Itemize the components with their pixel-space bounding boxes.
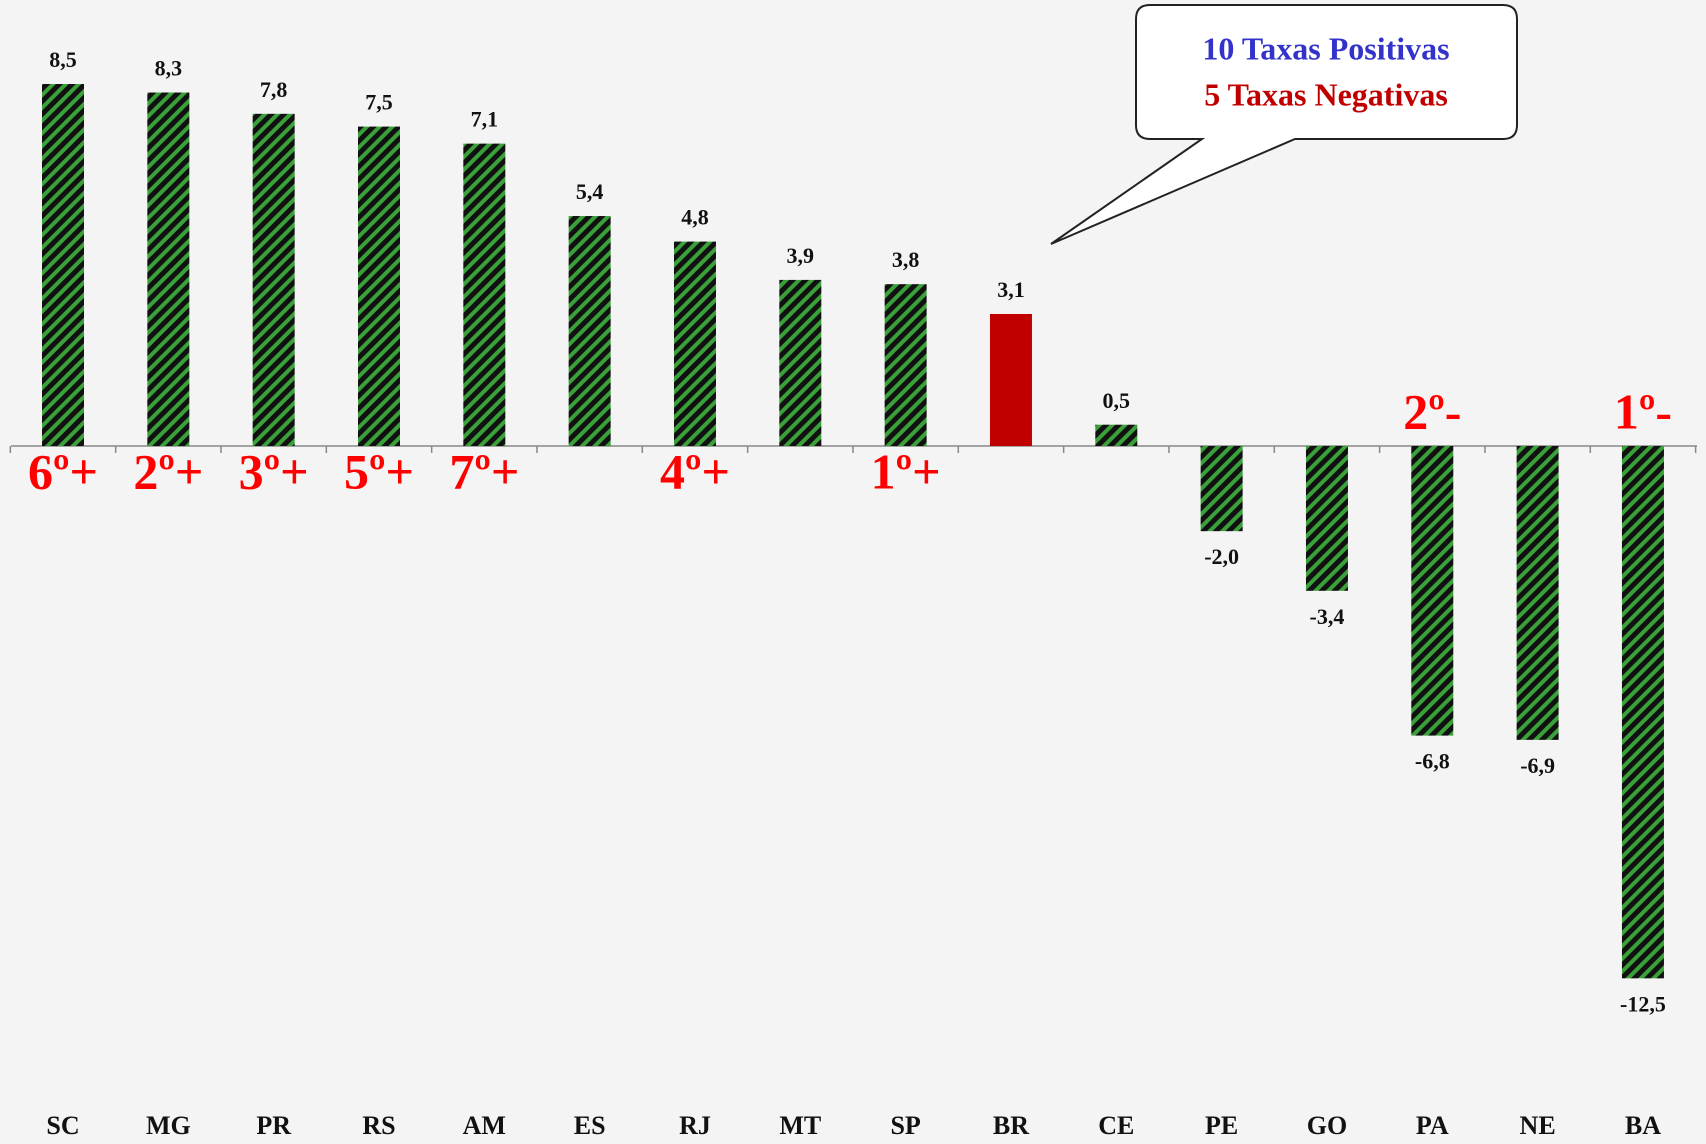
bar xyxy=(1200,446,1243,532)
bar xyxy=(147,92,190,447)
callout-text: 5 Taxas Negativas xyxy=(1204,76,1448,112)
bar xyxy=(673,241,716,446)
x-tick-label: PE xyxy=(1205,1111,1238,1140)
value-label: 8,3 xyxy=(155,56,183,81)
value-label: -6,9 xyxy=(1520,753,1555,778)
x-tick-label: RS xyxy=(362,1111,395,1140)
bar xyxy=(463,143,506,446)
bar xyxy=(1095,424,1138,446)
value-label: 7,8 xyxy=(260,77,288,102)
x-tick-label: MG xyxy=(146,1111,191,1140)
x-tick-label: PR xyxy=(256,1111,291,1140)
x-tick-label: RJ xyxy=(679,1111,711,1140)
value-label: 3,1 xyxy=(997,277,1025,302)
value-label: 0,5 xyxy=(1103,388,1131,413)
callout xyxy=(1050,4,1518,245)
rank-label: 1º+ xyxy=(871,443,941,499)
x-tick-label: GO xyxy=(1307,1111,1347,1140)
value-label: 8,5 xyxy=(49,47,77,72)
rank-label: 1º- xyxy=(1614,383,1672,439)
x-tick-label: NE xyxy=(1520,1111,1556,1140)
bar xyxy=(252,113,295,446)
x-tick-label: ES xyxy=(574,1111,606,1140)
callout-text: 10 Taxas Positivas xyxy=(1202,30,1449,66)
bar xyxy=(1305,446,1348,591)
rank-label: 2º- xyxy=(1403,383,1461,439)
rank-label: 3º+ xyxy=(239,443,309,499)
rank-label: 4º+ xyxy=(660,443,730,499)
rank-label: 5º+ xyxy=(344,443,414,499)
value-label: -3,4 xyxy=(1310,604,1345,629)
bar xyxy=(568,216,611,446)
callout-box xyxy=(1050,4,1518,245)
x-tick-label: CE xyxy=(1098,1111,1134,1140)
bar xyxy=(1621,446,1664,979)
x-tick-label: PA xyxy=(1416,1111,1449,1140)
value-label: 4,8 xyxy=(681,205,709,230)
rank-label: 6º+ xyxy=(28,443,98,499)
value-label: 3,9 xyxy=(787,243,815,268)
x-tick-label: SC xyxy=(46,1111,79,1140)
value-label: 5,4 xyxy=(576,179,604,204)
bar xyxy=(1516,446,1559,740)
bar xyxy=(989,313,1032,446)
rank-label: 2º+ xyxy=(133,443,203,499)
value-label: 3,8 xyxy=(892,247,920,272)
bar xyxy=(42,84,84,446)
bar xyxy=(1411,446,1454,736)
value-label: -12,5 xyxy=(1620,991,1666,1016)
value-label: 7,1 xyxy=(471,107,499,132)
value-label: -2,0 xyxy=(1204,544,1239,569)
x-tick-label: MT xyxy=(779,1111,821,1140)
bar xyxy=(357,126,400,447)
x-tick-label: BA xyxy=(1625,1111,1661,1140)
bar xyxy=(884,284,927,446)
x-tick-label: AM xyxy=(463,1111,506,1140)
x-tick-label: BR xyxy=(993,1111,1029,1140)
value-label: 7,5 xyxy=(365,90,393,115)
value-label: -6,8 xyxy=(1415,749,1450,774)
rank-label: 7º+ xyxy=(449,443,519,499)
x-tick-label: SP xyxy=(890,1111,920,1140)
bar xyxy=(779,279,822,446)
